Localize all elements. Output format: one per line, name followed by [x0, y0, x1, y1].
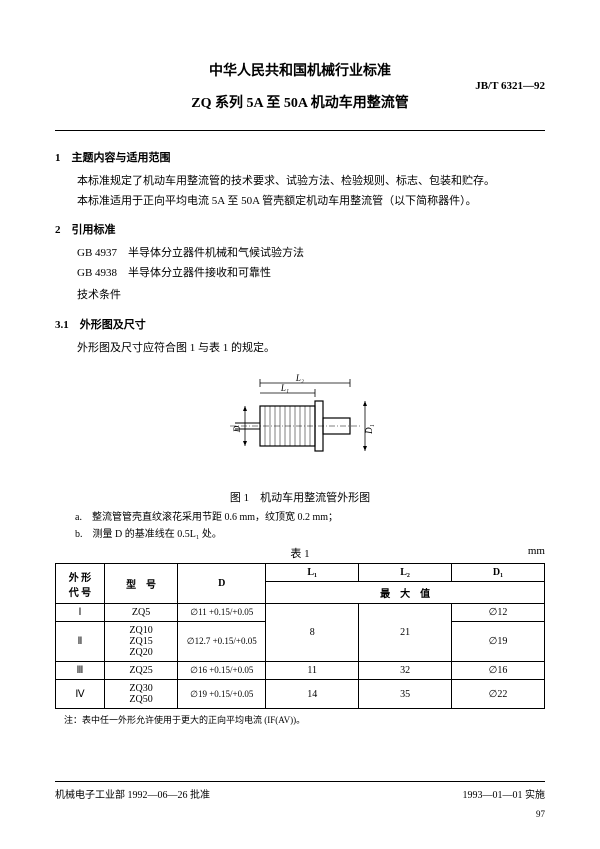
cell: ZQ10 ZQ15 ZQ20 — [104, 622, 177, 662]
sub-title: ZQ 系列 5A 至 50A 机动车用整流管 — [55, 92, 545, 112]
th-L1: L₁ — [266, 564, 359, 582]
cell: ZQ30 ZQ50 — [104, 680, 177, 709]
section-num: 3.1 — [55, 319, 69, 331]
section-title: 主题内容与适用范围 — [72, 152, 171, 164]
table-unit: mm — [528, 545, 545, 557]
cell: Ⅳ — [56, 680, 105, 709]
th-shape: 外 形 代 号 — [56, 564, 105, 604]
cell: Ⅰ — [56, 604, 105, 622]
reference: GB 4938 半导体分立器件接收和可靠性 — [77, 265, 545, 282]
cell: ∅22 — [452, 680, 545, 709]
footer: 机械电子工业部 1992—06—26 批准 1993—01—01 实施 97 — [55, 781, 545, 819]
table-row: Ⅳ ZQ30 ZQ50 ∅19 +0.15/+0.05 14 35 ∅22 — [56, 680, 545, 709]
standard-code: JB/T 6321—92 — [475, 80, 545, 92]
figure: L₂ L₁ D D₁ — [55, 371, 545, 479]
table-row: Ⅰ ZQ5 ∅11 +0.15/+0.05 8 21 ∅12 — [56, 604, 545, 622]
figure-note: a. 整流管管壳直纹滚花采用节距 0.6 mm，纹顶宽 0.2 mm； — [75, 511, 545, 525]
section-2-head: 2 引用标准 — [55, 221, 545, 237]
table-note: 注：表中任一外形允许使用于更大的正向平均电流 (IF(AV))。 — [64, 713, 545, 726]
paragraph: 本标准适用于正向平均电流 5A 至 50A 管壳额定机动车用整流管（以下简称器件… — [55, 193, 545, 210]
footer-right: 1993—01—01 实施 — [463, 786, 546, 801]
cell: ∅16 — [452, 662, 545, 680]
cell: Ⅲ — [56, 662, 105, 680]
section-3-head: 3.1 外形图及尺寸 — [55, 316, 545, 332]
cell: 35 — [359, 680, 452, 709]
figure-note: b. 测量 D 的基准线在 0.5L₁ 处。 — [75, 528, 545, 542]
cell: ZQ5 — [104, 604, 177, 622]
page-title: 中华人民共和国机械行业标准 — [55, 60, 545, 80]
dim-D1: D₁ — [364, 424, 374, 435]
cell: ZQ25 — [104, 662, 177, 680]
th-D1: D₁ — [452, 564, 545, 582]
dim-D: D — [232, 425, 242, 433]
cell: 11 — [266, 662, 359, 680]
th-D: D — [178, 564, 266, 604]
section-num: 2 — [55, 224, 61, 236]
th-max: 最 大 值 — [266, 582, 545, 604]
cell: 14 — [266, 680, 359, 709]
section-title: 引用标准 — [72, 224, 116, 236]
spec-table: 外 形 代 号 型 号 D L₁ L₂ D₁ 最 大 值 Ⅰ ZQ5 ∅11 +… — [55, 563, 545, 709]
dim-L2: L₂ — [295, 373, 304, 383]
paragraph: 本标准规定了机动车用整流管的技术要求、试验方法、检验规则、标志、包装和贮存。 — [55, 173, 545, 190]
cell: 21 — [359, 604, 452, 662]
section-1-head: 1 主题内容与适用范围 — [55, 149, 545, 165]
section-title: 外形图及尺寸 — [80, 319, 146, 331]
section-num: 1 — [55, 152, 61, 164]
table-title: 表 1 mm — [55, 545, 545, 561]
table-row: Ⅲ ZQ25 ∅16 +0.15/+0.05 11 32 ∅16 — [56, 662, 545, 680]
figure-caption: 图 1 机动车用整流管外形图 — [55, 489, 545, 505]
diagram-svg: L₂ L₁ D D₁ — [200, 371, 400, 476]
cell: ∅11 +0.15/+0.05 — [178, 604, 266, 622]
cell: 32 — [359, 662, 452, 680]
page-number: 97 — [55, 809, 545, 819]
reference: GB 4937 半导体分立器件机械和气候试验方法 — [77, 245, 545, 262]
footer-left: 机械电子工业部 1992—06—26 批准 — [55, 786, 210, 801]
paragraph: 外形图及尺寸应符合图 1 与表 1 的规定。 — [55, 340, 545, 357]
cell: ∅19 +0.15/+0.05 — [178, 680, 266, 709]
cell: ∅12.7 +0.15/+0.05 — [178, 622, 266, 662]
divider — [55, 130, 545, 131]
th-model: 型 号 — [104, 564, 177, 604]
table-title-text: 表 1 — [290, 548, 309, 560]
cell: Ⅱ — [56, 622, 105, 662]
dim-L1: L₁ — [280, 383, 289, 393]
cell: ∅12 — [452, 604, 545, 622]
cell: ∅16 +0.15/+0.05 — [178, 662, 266, 680]
sub-label: 技术条件 — [77, 287, 545, 304]
cell: 8 — [266, 604, 359, 662]
th-L2: L₂ — [359, 564, 452, 582]
cell: ∅19 — [452, 622, 545, 662]
